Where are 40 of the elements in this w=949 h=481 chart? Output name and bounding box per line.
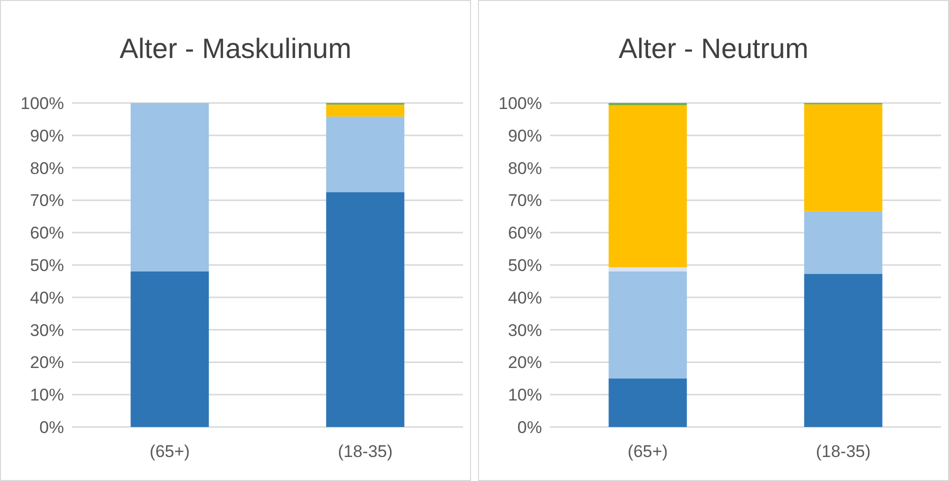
bar — [804, 274, 882, 427]
bar — [608, 271, 687, 378]
y-tick-label: 60% — [30, 224, 64, 243]
y-tick-label: 30% — [30, 320, 64, 340]
y-tick-label: 20% — [30, 353, 64, 372]
y-tick-label: 40% — [30, 288, 64, 308]
y-tick-label: 40% — [508, 288, 542, 308]
y-tick-label: 80% — [508, 158, 542, 178]
y-tick-label: 70% — [508, 191, 542, 210]
y-tick-label: 80% — [30, 158, 64, 178]
bar — [130, 271, 209, 427]
y-tick-label: 90% — [508, 126, 542, 146]
bar — [326, 104, 404, 117]
bar — [608, 378, 687, 427]
bar — [804, 211, 882, 274]
bar — [804, 104, 882, 212]
bar — [608, 105, 687, 268]
y-tick-label: 0% — [39, 418, 64, 437]
y-tick-label: 90% — [30, 126, 64, 146]
y-tick-label: 60% — [508, 224, 542, 243]
y-tick-label: 0% — [517, 418, 542, 437]
y-tick-label: 20% — [508, 353, 542, 372]
y-tick-label: 100% — [498, 94, 542, 113]
y-tick-label: 50% — [508, 256, 542, 275]
y-tick-label: 50% — [30, 256, 64, 275]
x-tick-label: (65+) — [628, 442, 668, 461]
y-tick-label: 10% — [30, 386, 64, 405]
x-tick-label: (65+) — [150, 442, 190, 461]
x-tick-label: (18-35) — [816, 442, 871, 461]
bar — [130, 103, 209, 272]
y-tick-label: 100% — [20, 94, 64, 113]
x-tick-label: (18-35) — [338, 442, 393, 461]
chart-title: Alter - Neutrum — [618, 33, 808, 64]
bar — [326, 116, 404, 192]
bar — [608, 267, 687, 272]
chart-title: Alter - Maskulinum — [120, 33, 352, 64]
y-tick-label: 30% — [508, 320, 542, 340]
y-tick-label: 10% — [508, 386, 542, 405]
bar — [326, 192, 404, 427]
y-tick-label: 70% — [30, 191, 64, 210]
